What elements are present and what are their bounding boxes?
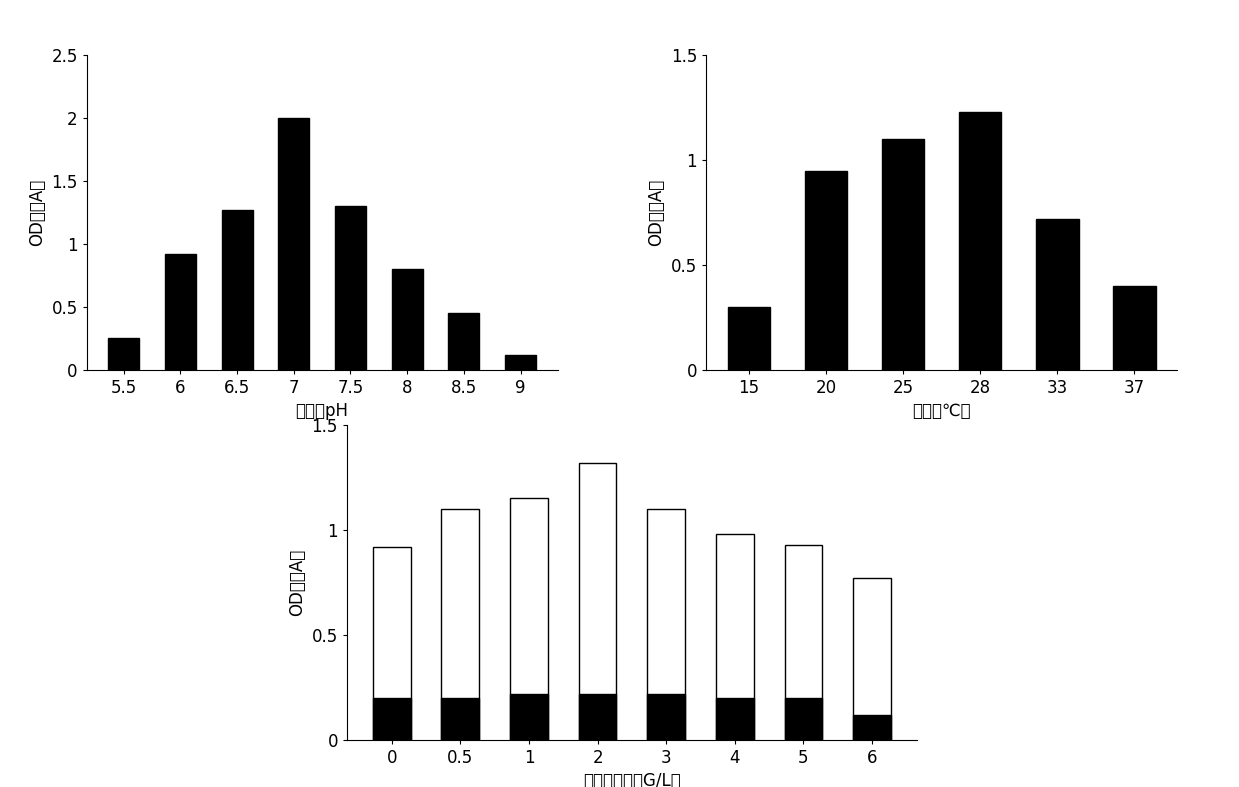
Bar [647,509,685,740]
Bar [222,210,253,370]
X-axis label: 培养埾pH: 培养埾pH [296,402,348,420]
Bar [1036,219,1078,370]
X-axis label: 温度（℃）: 温度（℃） [912,402,971,420]
Bar [510,498,548,740]
Bar [854,715,891,740]
Bar [579,693,617,740]
Bar [373,547,410,740]
Y-axis label: OD値（A）: OD値（A） [27,179,46,246]
Bar [373,698,410,740]
Bar [506,355,536,370]
Bar [647,693,685,740]
Bar [165,254,196,370]
Bar [108,338,139,370]
Bar [441,509,479,740]
Bar [441,698,479,740]
Bar [335,206,366,370]
Bar [784,545,823,740]
Bar [959,112,1001,370]
Y-axis label: OD値（A）: OD値（A） [287,549,306,616]
Bar [882,139,924,370]
Bar [279,118,310,370]
Bar [716,534,753,740]
Bar [784,698,823,740]
Bar [1113,286,1156,370]
Bar [510,693,548,740]
Bar [805,171,847,370]
Bar [579,463,617,740]
Y-axis label: OD値（A）: OD値（A） [647,179,665,246]
Bar [727,307,771,370]
X-axis label: 培养埾盐度（G/L）: 培养埾盐度（G/L） [584,772,680,787]
Bar [716,698,753,740]
Bar [449,313,479,370]
Bar [854,578,891,740]
Bar [392,269,422,370]
